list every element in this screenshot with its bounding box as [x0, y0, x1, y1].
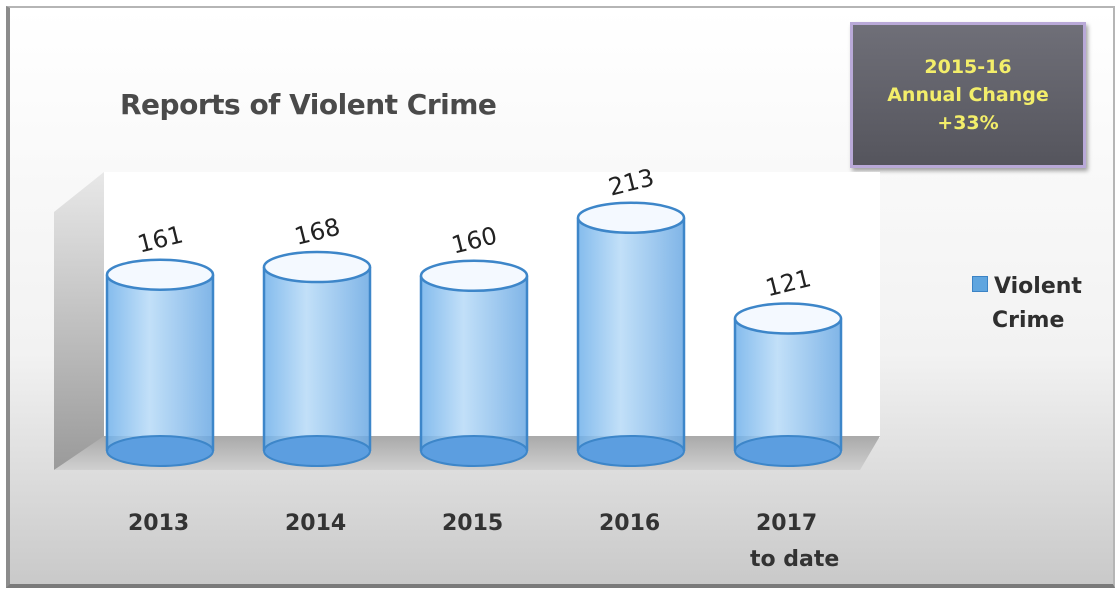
legend-line-1: Violent: [972, 270, 1082, 304]
chart-title: Reports of Violent Crime: [120, 88, 497, 121]
x-tick-label-3: 2016: [599, 511, 660, 536]
bar-2: [419, 259, 529, 467]
x-tick-label-0: 2013: [128, 511, 189, 536]
bar-4: [733, 302, 843, 467]
annual-change-value: +33%: [937, 112, 999, 134]
bar-1: [262, 250, 372, 467]
x-tick-label-4: 2017: [756, 511, 817, 536]
legend-swatch: [972, 276, 988, 292]
legend-line-2: Crime: [992, 308, 1065, 333]
legend: Violent Crime: [972, 270, 1082, 338]
bar-3: [576, 201, 686, 467]
annual-change-period: 2015-16: [924, 56, 1012, 78]
x-tick-label-4-line1: to date: [750, 547, 839, 572]
annual-change-box: 2015-16 Annual Change +33%: [850, 22, 1086, 168]
x-tick-label-2: 2015: [442, 511, 503, 536]
bar-0: [105, 258, 215, 467]
x-tick-label-1: 2014: [285, 511, 346, 536]
legend-label-violent: Violent: [994, 274, 1082, 299]
annual-change-label: Annual Change: [887, 84, 1049, 106]
plot-side-wall: [54, 172, 104, 470]
